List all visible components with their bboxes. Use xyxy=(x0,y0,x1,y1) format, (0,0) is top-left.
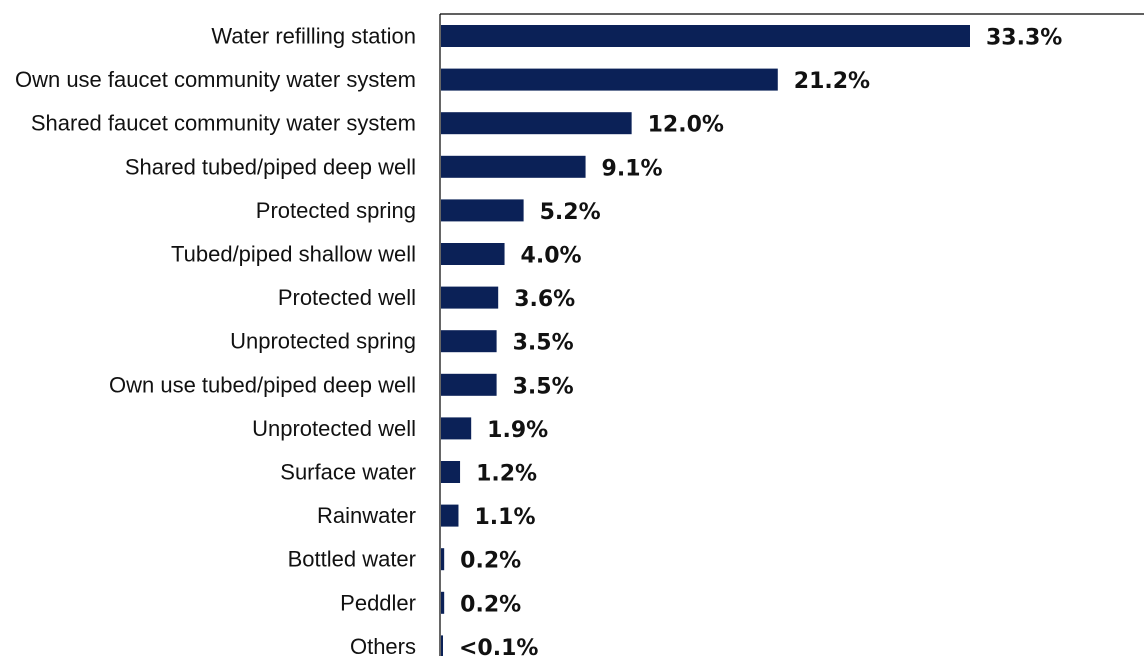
category-label: Shared tubed/piped deep well xyxy=(125,154,416,179)
bar-11 xyxy=(441,461,461,483)
category-label: Protected spring xyxy=(256,198,416,223)
value-label: 0.2% xyxy=(460,592,521,617)
category-label: Protected well xyxy=(278,285,416,310)
bar-6 xyxy=(441,243,505,265)
category-label: Own use tubed/piped deep well xyxy=(109,372,416,397)
category-label: Unprotected spring xyxy=(230,329,416,354)
bar-5 xyxy=(441,199,524,222)
bar-10 xyxy=(441,417,472,440)
value-label: 1.2% xyxy=(476,462,537,487)
bar-9 xyxy=(441,373,497,396)
bar-3 xyxy=(441,112,632,135)
value-label: <0.1% xyxy=(459,636,538,656)
category-label: Shared faucet community water system xyxy=(31,111,416,136)
value-label: 3.6% xyxy=(514,287,575,312)
value-label: 3.5% xyxy=(513,374,574,399)
category-labels: Water refilling station Own use faucet co… xyxy=(15,24,416,656)
bars xyxy=(441,25,970,656)
value-labels: 33.3% 21.2% 12.0% 9.1%5.2% 4.0% 3.6% 3.5% 3.5% 1… xyxy=(459,26,1062,656)
value-label: 21.2% xyxy=(794,69,870,94)
axis-frame xyxy=(439,13,1144,656)
value-label: 9.1% xyxy=(602,156,663,181)
bar-2 xyxy=(441,68,778,91)
bar-7 xyxy=(441,286,499,309)
value-label: 1.9% xyxy=(487,418,548,443)
value-label: 4.0% xyxy=(521,244,582,269)
bar-4 xyxy=(441,155,586,178)
bar-15 xyxy=(441,635,443,656)
category-label: Water refilling station xyxy=(211,24,416,49)
value-label: 33.3% xyxy=(986,26,1062,51)
category-label: Bottled water xyxy=(288,547,416,572)
value-label: 5.2% xyxy=(540,200,601,225)
bar-14 xyxy=(441,591,445,614)
value-label: 12.0% xyxy=(648,113,724,138)
category-label: Unprotected well xyxy=(252,416,416,441)
category-label: Tubed/piped shallow well xyxy=(171,242,416,267)
bar-12 xyxy=(441,504,459,527)
bar-13 xyxy=(441,548,445,571)
category-label: Others xyxy=(350,634,416,656)
value-label: 3.5% xyxy=(513,331,574,356)
value-label: 0.2% xyxy=(460,549,521,574)
bar-1 xyxy=(441,25,970,47)
category-label: Peddler xyxy=(340,590,416,615)
category-label: Surface water xyxy=(280,460,416,485)
bar-8 xyxy=(441,330,497,353)
value-label: 1.1% xyxy=(474,505,535,530)
category-label: Own use faucet community water system xyxy=(15,67,416,92)
category-label: Rainwater xyxy=(317,503,416,528)
